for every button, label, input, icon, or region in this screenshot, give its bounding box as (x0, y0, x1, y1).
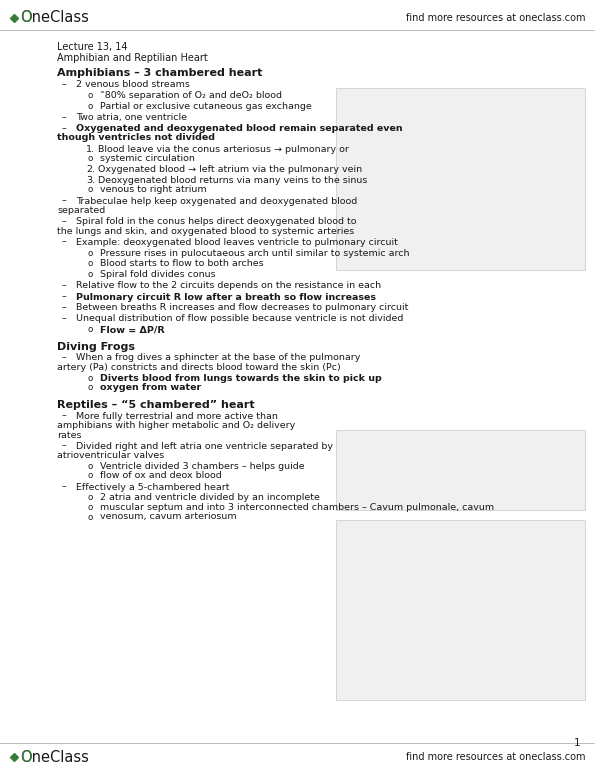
Text: o: o (88, 494, 93, 503)
Text: o: o (88, 102, 93, 111)
Text: oxygen from water: oxygen from water (100, 383, 201, 393)
Text: Partial or exclusive cutaneous gas exchange: Partial or exclusive cutaneous gas excha… (100, 102, 312, 111)
Text: Amphibian and Reptilian Heart: Amphibian and Reptilian Heart (57, 53, 208, 63)
Text: o: o (88, 374, 93, 383)
Text: 1.: 1. (86, 145, 95, 153)
Text: When a frog dives a sphincter at the base of the pulmonary: When a frog dives a sphincter at the bas… (76, 353, 361, 363)
Text: –: – (62, 80, 67, 89)
Text: flow of ox and deox blood: flow of ox and deox blood (100, 471, 222, 480)
Text: venous to right atrium: venous to right atrium (100, 186, 206, 195)
Text: Spiral fold in the conus helps direct deoxygenated blood to: Spiral fold in the conus helps direct de… (76, 217, 356, 226)
Text: though ventricles not divided: though ventricles not divided (57, 133, 215, 142)
Text: –: – (62, 124, 67, 133)
Text: Divided right and left atria one ventricle separated by: Divided right and left atria one ventric… (76, 441, 333, 450)
Text: OneClass: OneClass (20, 749, 89, 765)
Text: OneClass: OneClass (20, 11, 89, 25)
Text: o: o (88, 270, 93, 280)
Text: o: o (88, 91, 93, 100)
Text: Two atria, one ventricle: Two atria, one ventricle (76, 113, 187, 122)
Text: o: o (88, 471, 93, 480)
Text: separated: separated (57, 206, 105, 215)
Text: Pressure rises in pulocutaeous arch until similar to systemic arch: Pressure rises in pulocutaeous arch unti… (100, 249, 409, 257)
Text: Unequal distribution of flow possible because ventricle is not divided: Unequal distribution of flow possible be… (76, 314, 403, 323)
Text: 3.: 3. (86, 176, 95, 185)
Text: amphibians with higher metabolic and O₂ delivery: amphibians with higher metabolic and O₂ … (57, 421, 295, 430)
Text: Ventricle divided 3 chambers – helps guide: Ventricle divided 3 chambers – helps gui… (100, 462, 305, 471)
Text: o: o (88, 186, 93, 195)
Text: 1: 1 (574, 738, 580, 748)
Text: –: – (62, 483, 67, 491)
Text: Spiral fold divides conus: Spiral fold divides conus (100, 270, 215, 280)
Text: o: o (88, 462, 93, 471)
Text: Example: deoxygenated blood leaves ventricle to pulmonary circuit: Example: deoxygenated blood leaves ventr… (76, 237, 398, 246)
Text: –: – (62, 282, 67, 290)
Text: o: o (88, 154, 93, 163)
Text: systemic circulation: systemic circulation (100, 154, 195, 163)
FancyBboxPatch shape (336, 430, 585, 510)
Text: Diverts blood from lungs towards the skin to pick up: Diverts blood from lungs towards the ski… (100, 374, 382, 383)
Text: Oxygenated blood → left atrium via the pulmonary vein: Oxygenated blood → left atrium via the p… (98, 165, 362, 174)
Text: Trabeculae help keep oxygenated and deoxygenated blood: Trabeculae help keep oxygenated and deox… (76, 196, 357, 206)
Text: o: o (88, 259, 93, 269)
Text: rates: rates (57, 430, 82, 440)
Text: the lungs and skin, and oxygenated blood to systemic arteries: the lungs and skin, and oxygenated blood… (57, 226, 354, 236)
Text: Blood starts to flow to both arches: Blood starts to flow to both arches (100, 259, 264, 269)
Text: o: o (88, 326, 93, 334)
Text: 2.: 2. (86, 165, 95, 174)
Text: o: o (88, 249, 93, 257)
Text: –: – (62, 353, 67, 363)
Text: –: – (62, 237, 67, 246)
Text: Diving Frogs: Diving Frogs (57, 342, 135, 351)
Text: Relative flow to the 2 circuits depends on the resistance in each: Relative flow to the 2 circuits depends … (76, 282, 381, 290)
Text: O: O (20, 11, 32, 25)
Text: artery (Pa) constricts and directs blood toward the skin (Pc): artery (Pa) constricts and directs blood… (57, 363, 341, 372)
Text: Reptiles – “5 chambered” heart: Reptiles – “5 chambered” heart (57, 400, 255, 410)
Text: Lecture 13, 14: Lecture 13, 14 (57, 42, 127, 52)
Text: ˜80% separation of O₂ and deO₂ blood: ˜80% separation of O₂ and deO₂ blood (100, 91, 282, 100)
Text: More fully terrestrial and more active than: More fully terrestrial and more active t… (76, 411, 278, 420)
Text: O: O (20, 749, 32, 765)
Text: Blood leave via the conus arteriosus → pulmonary or: Blood leave via the conus arteriosus → p… (98, 145, 349, 153)
Text: –: – (62, 196, 67, 206)
Text: muscular septum and into 3 interconnected chambers – Cavum pulmonale, cavum: muscular septum and into 3 interconnecte… (100, 503, 494, 512)
Text: Flow = ΔP/R: Flow = ΔP/R (100, 326, 165, 334)
Text: Pulmonary circuit R low after a breath so flow increases: Pulmonary circuit R low after a breath s… (76, 293, 376, 302)
Text: o: o (88, 503, 93, 512)
Text: find more resources at oneclass.com: find more resources at oneclass.com (406, 752, 585, 762)
FancyBboxPatch shape (336, 88, 585, 270)
Text: 2 venous blood streams: 2 venous blood streams (76, 80, 190, 89)
FancyBboxPatch shape (336, 520, 585, 700)
Text: Between breaths R increases and flow decreases to pulmonary circuit: Between breaths R increases and flow dec… (76, 303, 408, 313)
Text: –: – (62, 411, 67, 420)
Text: Effectively a 5-chambered heart: Effectively a 5-chambered heart (76, 483, 230, 491)
Text: find more resources at oneclass.com: find more resources at oneclass.com (406, 13, 585, 23)
Text: o: o (88, 513, 93, 521)
Text: Amphibians – 3 chambered heart: Amphibians – 3 chambered heart (57, 68, 262, 78)
Text: 2 atria and ventricle divided by an incomplete: 2 atria and ventricle divided by an inco… (100, 494, 320, 503)
Text: atrioventricular valves: atrioventricular valves (57, 451, 164, 460)
Text: –: – (62, 217, 67, 226)
Text: –: – (62, 293, 67, 302)
Text: Oxygenated and deoxygenated blood remain separated even: Oxygenated and deoxygenated blood remain… (76, 124, 403, 133)
Text: –: – (62, 303, 67, 313)
Text: –: – (62, 441, 67, 450)
Text: o: o (88, 383, 93, 393)
Text: –: – (62, 113, 67, 122)
Text: Deoxygenated blood returns via many veins to the sinus: Deoxygenated blood returns via many vein… (98, 176, 367, 185)
Text: venosum, cavum arteriosum: venosum, cavum arteriosum (100, 513, 237, 521)
Text: –: – (62, 314, 67, 323)
